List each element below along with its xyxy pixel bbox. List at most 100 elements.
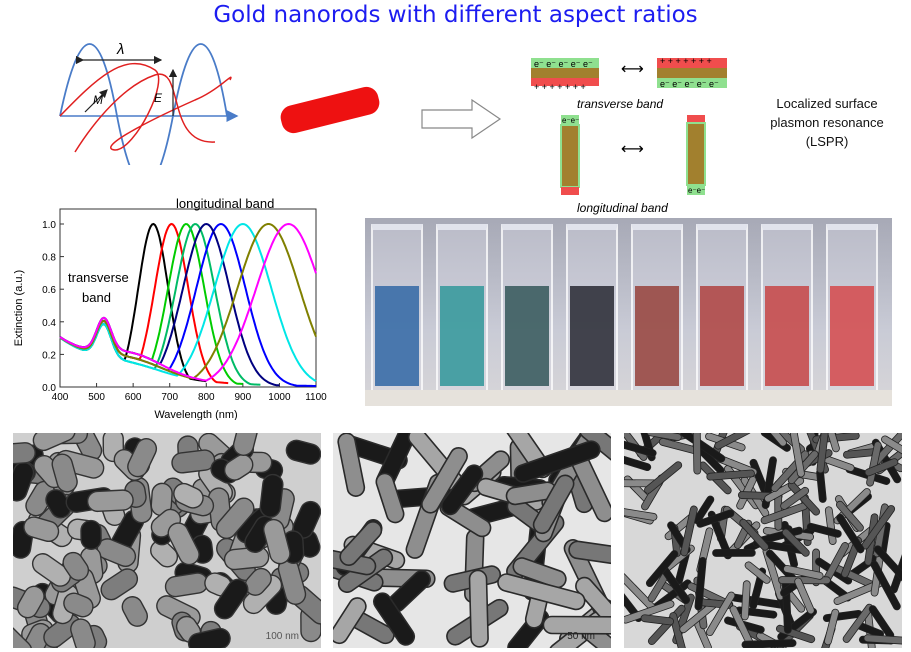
longitudinal-annotation: longitudinal band (176, 196, 274, 211)
nanorod-particle (150, 539, 179, 568)
tem-image-2: 50 nm (333, 433, 611, 648)
nanorod-particle (373, 592, 416, 646)
nanorod-particle (337, 433, 366, 497)
nanorod-particle (86, 489, 134, 513)
e-label: E (154, 91, 163, 105)
lambda-label: λ (116, 41, 124, 58)
tem-scale-label-1: 100 nm (265, 631, 299, 642)
nanorod-particle (127, 438, 158, 478)
nanorod-particle (259, 473, 284, 518)
cuvette (826, 224, 878, 394)
nanorod-particle (644, 461, 683, 494)
nanorod-particle (763, 433, 787, 447)
nanorod-particle (863, 634, 902, 646)
transverse-rod-2: + + + + + + + e⁻ e⁻ e⁻ e⁻ e⁻ (657, 56, 727, 89)
nanorod-particle (783, 564, 824, 580)
nanorod-particle (21, 622, 52, 648)
nanorod-particle (706, 469, 755, 481)
nanorod-particle (333, 597, 367, 645)
nanorod-particle (694, 557, 707, 611)
x-tick-label: 600 (125, 392, 142, 403)
nanorod-particle (741, 639, 797, 648)
cuvette-liquid (700, 286, 744, 386)
nanorod-particle (512, 557, 567, 589)
nanorod-particle (440, 464, 484, 516)
nanorod-particle (835, 500, 864, 532)
tem-image-1: 100 nm (13, 433, 321, 648)
nanorod-particle (244, 567, 272, 596)
nanorod-particle (824, 608, 840, 646)
nanorod-particle (714, 433, 752, 450)
m-label: M (93, 93, 103, 107)
nanorod-particle (51, 453, 78, 493)
svg-text:e⁻ e⁻ e⁻ e⁻ e⁻: e⁻ e⁻ e⁻ e⁻ e⁻ (534, 59, 593, 69)
nanorod-particle (781, 528, 810, 557)
nanorod-particle (213, 578, 249, 620)
m-field-wave (59, 62, 232, 151)
hollow-arrow-icon (421, 98, 502, 140)
nanorod-particle (680, 505, 698, 557)
nanorod-particle (790, 433, 805, 478)
cuvette (371, 224, 423, 394)
nanorod-particle (864, 458, 899, 477)
nanorod-particle (575, 576, 611, 638)
longitudinal-band-label: longitudinal band (577, 201, 668, 215)
nanorod-particle (375, 472, 405, 524)
nanorod-particle (171, 449, 216, 474)
cuvette (566, 224, 618, 394)
y-tick-label: 1.0 (42, 220, 56, 231)
x-tick-label: 900 (235, 392, 252, 403)
cuvette (696, 224, 748, 394)
nanorod-particle (824, 506, 837, 545)
cuvette-liquid (830, 286, 874, 386)
nanorod-particle (215, 497, 255, 540)
cuvette (761, 224, 813, 394)
nanorod-particle (692, 433, 702, 475)
plot-frame (59, 208, 317, 388)
svg-text:+ + + + + + +: + + + + + + + (660, 56, 712, 66)
nanorod-particle (816, 468, 827, 503)
nanorod-particle (468, 569, 489, 648)
nanorod-particle (43, 613, 82, 648)
x-tick-label: 800 (198, 392, 215, 403)
cuvette (631, 224, 683, 394)
nanorod-particle (13, 442, 36, 466)
e-field-wave (59, 43, 228, 165)
transverse-rod-1: e⁻ e⁻ e⁻ e⁻ e⁻ + + + + + + + (531, 58, 599, 92)
svg-text:⟷: ⟷ (621, 141, 644, 158)
x-tick-label: 500 (88, 392, 105, 403)
nanorod-particle (339, 520, 383, 566)
y-axis-label: Extinction (a.u.) (13, 270, 25, 346)
nanorod-particle (223, 454, 254, 481)
nanorod-particle (693, 495, 715, 525)
nanorod-particle (164, 572, 209, 598)
nanorod-particle (100, 568, 139, 601)
cuvette (501, 224, 553, 394)
nanorod-particle (740, 580, 751, 621)
nanorod-particle (62, 551, 90, 581)
nanorod-particle (870, 560, 901, 611)
nanorod-particle (578, 433, 611, 475)
svg-text:e⁻e⁻: e⁻e⁻ (688, 186, 705, 195)
tem-scale-label-2: 50 nm (567, 631, 595, 642)
nanorod-particle (705, 591, 736, 637)
nanorod-particle (640, 614, 675, 626)
nanorod-particle (816, 433, 829, 474)
nanorod-particle (836, 513, 865, 554)
nanorod-particle (16, 585, 45, 619)
nanorod-particle (624, 581, 643, 623)
cuvettes-photo (365, 218, 892, 406)
nanorod-particle (63, 592, 94, 618)
y-tick-label: 0.8 (42, 253, 56, 264)
nanorod-particle (794, 577, 815, 615)
spectrum-series-7 (59, 222, 317, 382)
nanorod-particle (646, 433, 682, 442)
em-wave-diagram: λ E M (59, 41, 239, 165)
cuvette-liquid (505, 286, 549, 386)
nanorod-particle (645, 550, 679, 587)
nanorod-particle (23, 516, 60, 543)
nanorod-particle (744, 561, 771, 584)
lspr-label: Localized surface plasmon resonance (LSP… (770, 96, 884, 149)
nanorod-particle (232, 433, 258, 456)
y-tick-label: 0.4 (42, 318, 56, 329)
